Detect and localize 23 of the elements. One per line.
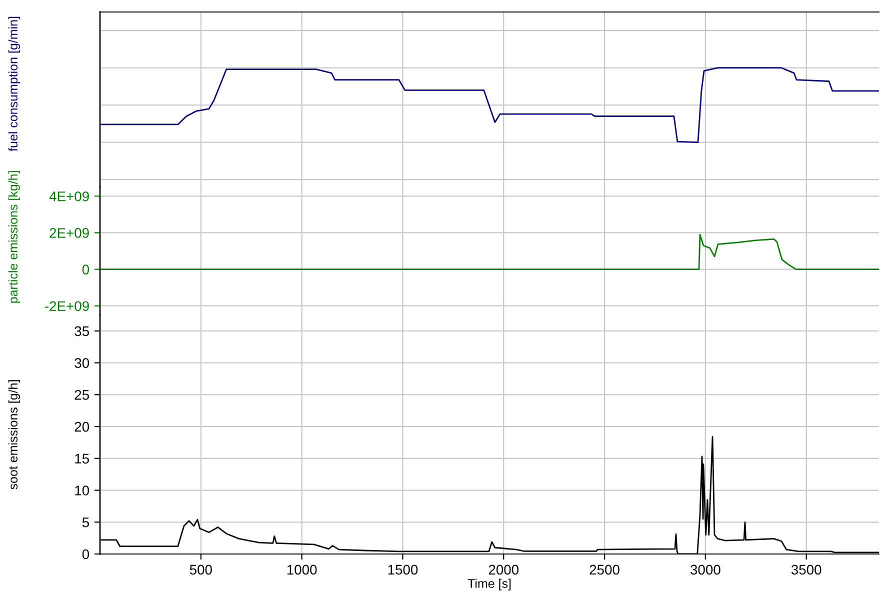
x-axis-title: Time [s] [468,578,511,590]
y-tick-label: 5 [82,518,89,528]
x-tick-label: 1500 [388,564,418,575]
y-tick-label: 2E+09 [50,228,89,238]
x-tick-label: 2500 [590,564,620,575]
x-tick-label: 1000 [287,564,317,575]
x-tick-label: 2000 [488,564,519,575]
y-axis-title: fuel consumption [g/min] [8,16,20,152]
y-axis-title: soot emissions [g/h] [8,380,20,490]
y-tick-label: 20 [74,422,90,432]
y-tick-label: 30 [74,358,90,368]
y-axis-title: particle emissions [kg/h] [8,171,20,303]
x-tick-label: 500 [190,564,212,575]
y-tick-label: 0 [82,264,90,274]
y-tick-label: -2E+09 [45,301,89,312]
y-tick-label: 10 [75,486,90,496]
x-tick-label: 3500 [791,564,822,575]
y-tick-label: 35 [74,326,90,336]
y-tick-label: 25 [74,390,90,400]
y-tick-label: 0 [82,549,90,560]
x-tick-label: 3000 [690,564,720,575]
y-tick-label: 15 [75,454,90,464]
y-tick-label: 4E+09 [49,191,89,202]
